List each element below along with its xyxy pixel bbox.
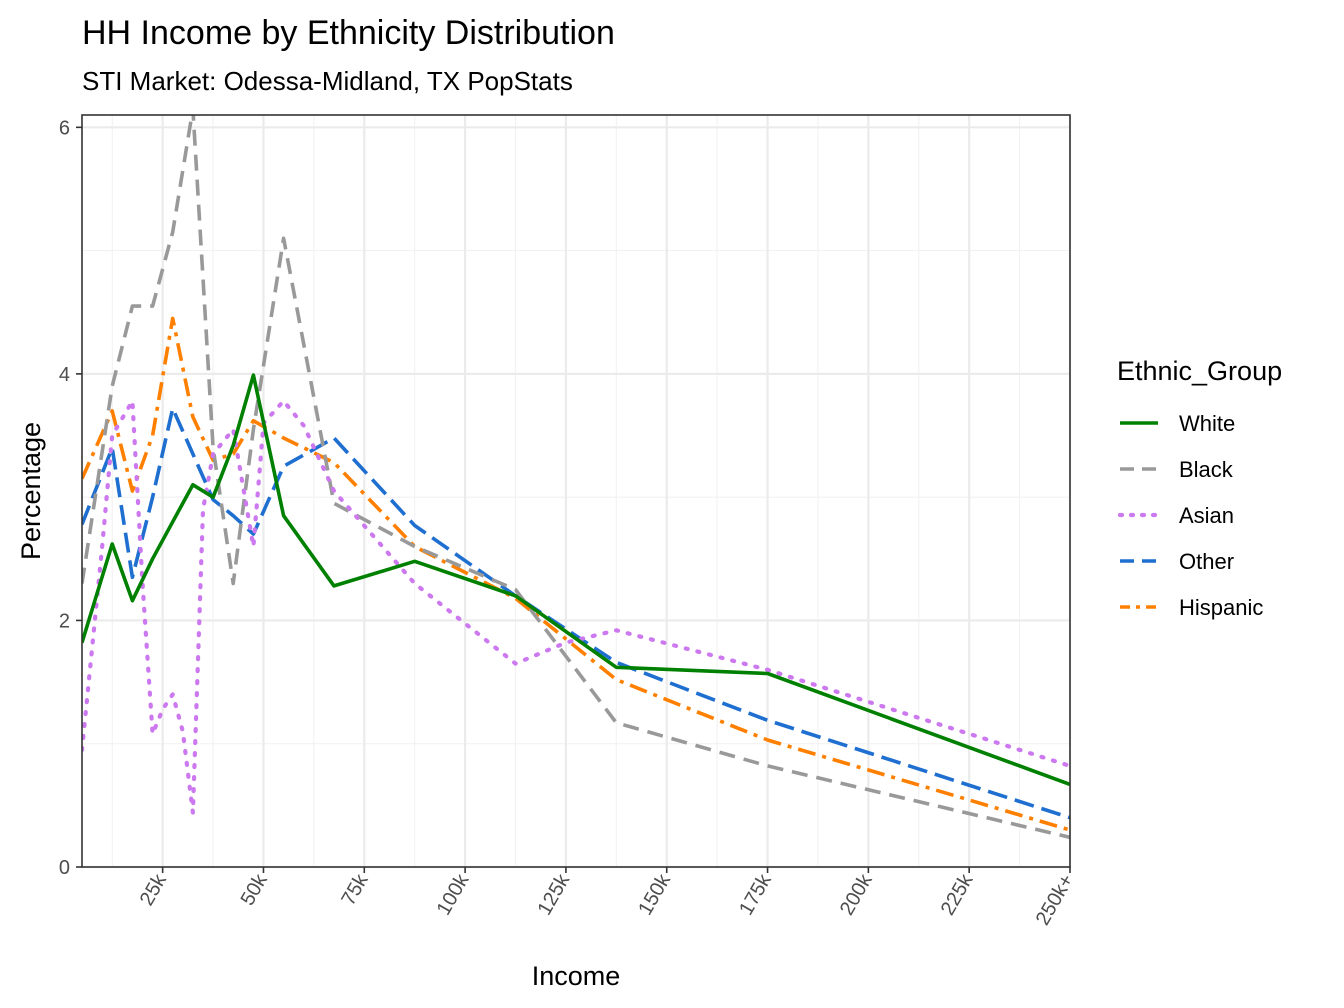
series-line-asian [82, 398, 1070, 815]
plot-background [82, 115, 1070, 867]
legend-label-asian: Asian [1179, 503, 1234, 528]
series-line-hispanic [82, 316, 1070, 832]
y-axis: 0 2 4 6 [59, 117, 82, 879]
x-tick-label: 150k [634, 870, 675, 919]
x-tick-label: 75k [337, 870, 373, 910]
legend: Ethnic_Group White Black Asian Other Hispani… [1117, 356, 1282, 620]
plot-panel [81, 114, 1072, 869]
legend-label-black: Black [1179, 457, 1234, 482]
x-tick-label: 100k [433, 870, 474, 919]
legend-items: White Black Asian Other Hispanic [1117, 411, 1263, 620]
legend-title: Ethnic_Group [1117, 356, 1282, 386]
x-tick-label: 200k [836, 870, 877, 919]
series-lines [82, 115, 1070, 840]
legend-label-hispanic: Hispanic [1179, 595, 1263, 620]
minor-gridlines [82, 115, 1070, 867]
chart-title: HH Income by Ethnicity Distribution [82, 14, 615, 52]
y-tick-label: 4 [59, 364, 70, 386]
y-tick-label: 6 [59, 117, 70, 139]
series-line-black [82, 115, 1070, 840]
legend-label-other: Other [1179, 549, 1234, 574]
plot-border [81, 114, 1071, 868]
legend-label-white: White [1179, 411, 1235, 436]
series-line-white [82, 373, 1070, 787]
y-tick-label: 2 [59, 610, 70, 632]
y-axis-title: Percentage [16, 422, 46, 560]
chart-subtitle: STI Market: Odessa-Midland, TX PopStats [82, 66, 573, 96]
x-tick-label: 125k [534, 870, 575, 919]
x-axis-title: Income [532, 961, 621, 991]
x-tick-label: 50k [237, 870, 273, 910]
x-tick-label: 250k+ [1032, 871, 1079, 930]
series-line-other [82, 406, 1070, 820]
x-tick-label: 25k [136, 870, 172, 910]
x-axis: 25k 50k 75k 100k 125k 150k 175k 200k 225k 250k+ [136, 867, 1079, 930]
x-tick-label: 225k [937, 870, 978, 919]
y-tick-label: 0 [59, 857, 70, 879]
x-tick-label: 175k [735, 870, 776, 919]
